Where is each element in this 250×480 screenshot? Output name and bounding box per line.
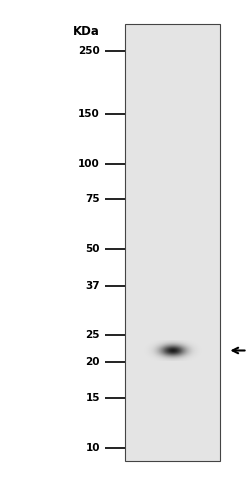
Text: 100: 100 — [78, 158, 100, 168]
Text: 250: 250 — [78, 46, 100, 56]
Bar — [125, 24, 220, 461]
Text: 15: 15 — [86, 393, 100, 403]
Text: 75: 75 — [86, 194, 100, 204]
Text: 37: 37 — [86, 281, 100, 291]
Text: 10: 10 — [86, 443, 100, 453]
Text: 150: 150 — [78, 108, 100, 119]
Text: 50: 50 — [86, 244, 100, 254]
Text: 25: 25 — [86, 330, 100, 340]
Text: 20: 20 — [86, 357, 100, 367]
Text: KDa: KDa — [73, 25, 100, 38]
